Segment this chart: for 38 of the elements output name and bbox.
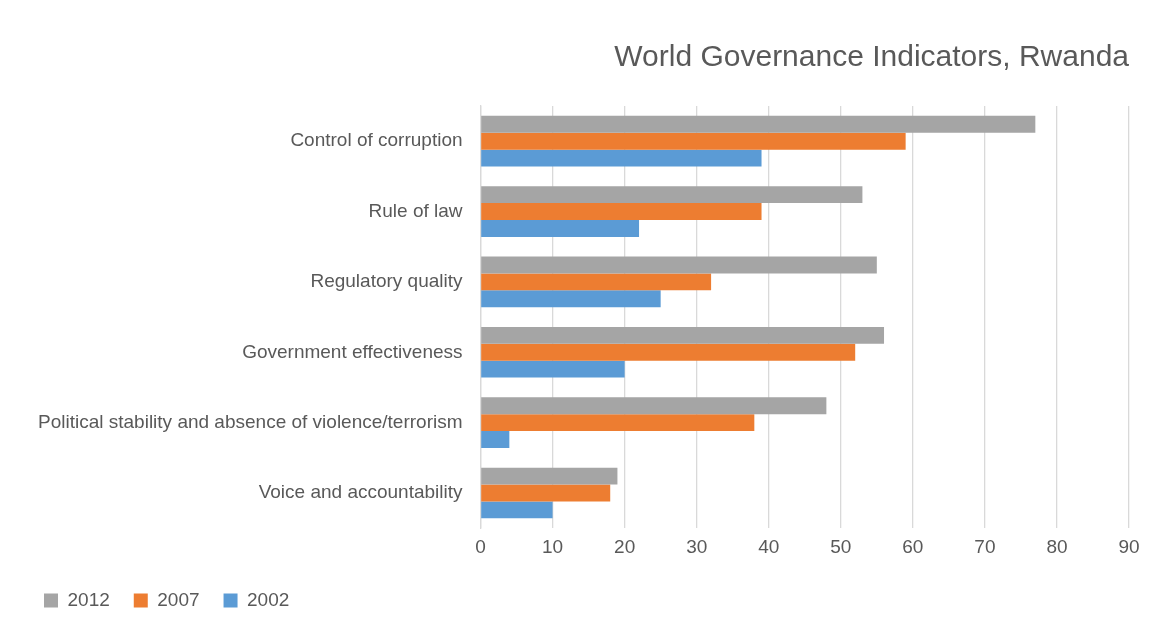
bar <box>481 273 712 291</box>
bar <box>481 467 618 485</box>
x-tick-label: 60 <box>902 535 924 557</box>
x-tick-label: 20 <box>614 535 636 557</box>
bar <box>481 219 640 237</box>
bar <box>481 360 625 378</box>
bar <box>481 501 553 519</box>
y-tick-label: Regulatory quality <box>310 270 464 292</box>
bar <box>481 397 827 415</box>
y-tick-label: Rule of law <box>368 199 463 221</box>
y-tick-label: Voice and accountability <box>258 481 464 503</box>
bar <box>481 343 856 361</box>
x-tick-label: 0 <box>475 535 486 557</box>
chart-title: World Governance Indicators, Rwanda <box>614 39 1130 73</box>
legend-label: 2002 <box>247 588 290 610</box>
x-tick-label: 70 <box>974 535 996 557</box>
x-tick-label: 50 <box>830 535 852 557</box>
x-tick-label: 10 <box>542 535 564 557</box>
bar <box>481 115 1036 133</box>
bar <box>481 290 661 308</box>
bar <box>481 431 510 448</box>
bar <box>481 132 906 150</box>
x-tick-label: 30 <box>686 535 708 557</box>
bar <box>481 414 755 432</box>
legend-label: 2012 <box>67 588 110 610</box>
x-tick-label: 40 <box>758 535 780 557</box>
bar <box>481 186 863 204</box>
bar <box>481 203 762 220</box>
y-tick-label: Control of corruption <box>290 129 463 151</box>
bar <box>481 484 611 502</box>
y-tick-label: Government effectiveness <box>242 340 463 362</box>
y-tick-label: Political stability and absence of violence/terrorism <box>38 410 463 432</box>
bar <box>481 149 762 167</box>
bar <box>481 326 885 344</box>
x-tick-label: 80 <box>1046 535 1068 557</box>
legend-label: 2007 <box>157 588 200 610</box>
x-tick-label: 90 <box>1118 535 1140 557</box>
bar <box>481 256 877 274</box>
